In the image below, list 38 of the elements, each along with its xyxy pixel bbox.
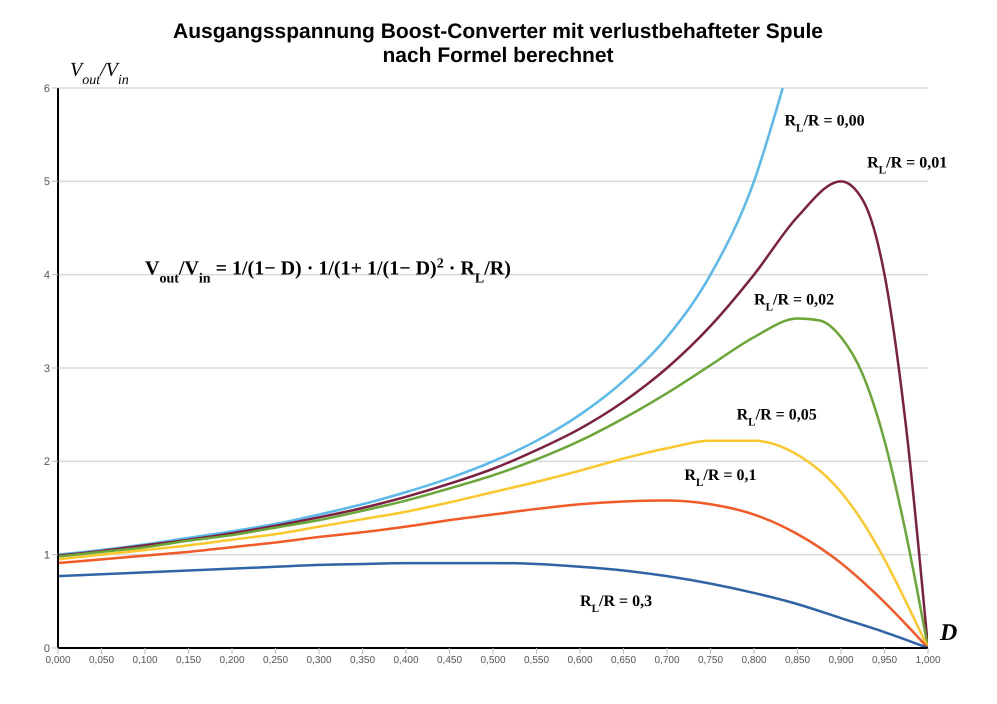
x-tick-label: 0,300 xyxy=(306,655,332,666)
x-tick-label: 0,650 xyxy=(610,655,636,666)
y-tick-label: 1 xyxy=(44,550,50,562)
text: V$_{out}$/V$_{in}$ = 1/(1− D) · 1/(1+ 1/(1− D)$^{2}$ · R$_{L}$/R) xyxy=(145,256,511,286)
x-tick-label: 0,350 xyxy=(350,655,376,666)
x-tick-label: 0,900 xyxy=(828,655,854,666)
x-tick-label: 0,950 xyxy=(872,655,898,666)
chart-title: Ausgangsspannung Boost-Converter mit verlustbehafteter Spule nach Formel berechnet xyxy=(173,20,823,67)
x-tick-label: 0,600 xyxy=(567,655,593,666)
x-tick-label: 0,550 xyxy=(524,655,550,666)
x-tick-label: 0,000 xyxy=(45,655,71,666)
y-tick-label: 0 xyxy=(44,642,50,655)
series-label: R$_{L}$/R = 0,1 xyxy=(684,467,757,489)
y-tick-label: 4 xyxy=(44,270,50,282)
x-axis-title: D xyxy=(939,620,958,646)
y-tick-label: 3 xyxy=(44,362,50,375)
y-tick-label: 6 xyxy=(44,82,50,95)
series-label: R$_{L}$/R = 0,01 xyxy=(867,154,948,176)
x-tick-label: 0,100 xyxy=(132,655,158,666)
y-axis-title: V$_{out}$/V$_{in}$ xyxy=(70,59,129,88)
series-label: R$_{L}$/R = 0,00 xyxy=(784,112,865,134)
x-tick-label: 0,250 xyxy=(262,655,288,666)
series-label: R$_{L}$/R = 0,05 xyxy=(736,406,817,428)
x-tick-label: 0,500 xyxy=(480,655,506,666)
x-tick-label: 0,150 xyxy=(176,655,202,666)
x-tick-label: 0,400 xyxy=(393,655,419,666)
x-tick-label: 0,450 xyxy=(436,655,462,666)
x-tick-label: 0,700 xyxy=(654,655,680,666)
x-tick-label: 0,750 xyxy=(698,655,724,666)
series-label: R$_{L}$/R = 0,3 xyxy=(580,593,652,615)
x-tick-label: 1,000 xyxy=(915,655,941,666)
y-tick-label: 5 xyxy=(44,176,50,188)
y-tick-label: 2 xyxy=(44,456,50,468)
series-label: R$_{L}$/R = 0,02 xyxy=(754,292,834,314)
x-tick-label: 0,850 xyxy=(784,655,810,666)
x-tick-label: 0,200 xyxy=(219,655,245,666)
x-tick-label: 0,050 xyxy=(88,655,114,666)
x-tick-label: 0,800 xyxy=(741,655,767,666)
